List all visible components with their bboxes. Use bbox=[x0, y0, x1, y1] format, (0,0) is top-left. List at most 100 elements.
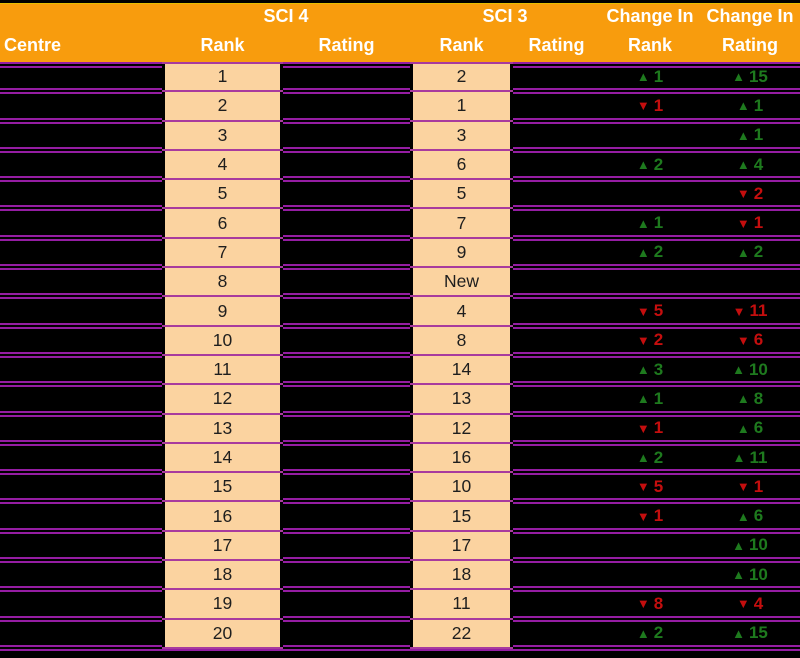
centre-cell bbox=[0, 238, 162, 267]
table-row: 8 New bbox=[0, 266, 800, 300]
up-triangle-icon: ▲ bbox=[736, 98, 750, 114]
sci4-rank-cell: 4 bbox=[162, 148, 283, 180]
up-triangle-icon: ▲ bbox=[732, 625, 745, 641]
sci4-rating-cell bbox=[283, 267, 410, 296]
sci3-rank-cell: 1 bbox=[410, 90, 513, 121]
sci4-rating-cell bbox=[283, 531, 410, 560]
change-value: 5 bbox=[653, 476, 664, 496]
change-in-rank-cell: ▼ 5 bbox=[600, 472, 700, 501]
change-value: 1 bbox=[653, 95, 664, 115]
change-value: 6 bbox=[753, 506, 764, 526]
change-value: 2 bbox=[653, 623, 664, 643]
change-value: 1 bbox=[753, 95, 764, 115]
change-in-rank-cell: ▼ 1 bbox=[600, 91, 700, 120]
sci3-rank-cell: 4 bbox=[410, 295, 513, 326]
change-value: 4 bbox=[753, 593, 764, 613]
sci4-rank-cell: 12 bbox=[162, 383, 283, 414]
centre-cell bbox=[0, 355, 162, 384]
change-in-rating-cell: ▲ 8 bbox=[700, 384, 800, 413]
change-value: 1 bbox=[753, 125, 764, 145]
sci4-rating-cell bbox=[283, 501, 410, 530]
change-value: 1 bbox=[653, 418, 664, 438]
change-value: 2 bbox=[653, 242, 664, 262]
down-triangle-icon: ▼ bbox=[636, 508, 650, 524]
down-triangle-icon: ▼ bbox=[636, 303, 650, 319]
sci4-rating-cell bbox=[283, 414, 410, 443]
table-row: 16 15 ▼ 1 ▲ 6 bbox=[0, 500, 800, 535]
centre-cell bbox=[0, 619, 162, 648]
down-triangle-icon: ▼ bbox=[636, 596, 650, 612]
centre-cell bbox=[0, 531, 162, 560]
up-triangle-icon: ▲ bbox=[732, 362, 745, 378]
sci3-rank-cell: 10 bbox=[410, 471, 513, 502]
table-row: 2 1 ▼ 1 ▲ 1 bbox=[0, 90, 800, 124]
change-in-rank-cell: ▼ 5 bbox=[600, 296, 700, 325]
sci4-rating-cell bbox=[283, 62, 410, 91]
change-in-rank-cell: ▲ 1 bbox=[600, 384, 700, 413]
change-value: 2 bbox=[653, 330, 664, 350]
table-row: 3 3 ▲ 1 bbox=[0, 119, 800, 154]
up-triangle-icon: ▲ bbox=[732, 537, 745, 553]
change-in-rank-cell: ▼ 8 bbox=[600, 589, 700, 618]
table-body: 1 2 ▲ 1 ▲ 15 2 1 ▼ 1 ▲ 1 3 3 ▲ 1 4 6 ▲ 2 ▲ 4 5 5 ▼ 2 6 7 ▲ 1 ▼ 1 7 9 ▲ 2 ▲ 2 8… bbox=[0, 62, 800, 652]
centre-cell bbox=[0, 179, 162, 208]
change-value: 11 bbox=[749, 301, 768, 321]
centre-cell bbox=[0, 326, 162, 355]
change-value: 8 bbox=[753, 388, 764, 408]
column-header-sci3-rating: Rating bbox=[528, 34, 585, 55]
up-triangle-icon: ▲ bbox=[736, 244, 750, 260]
up-triangle-icon: ▲ bbox=[736, 127, 750, 143]
change-in-rank-cell: ▼ 1 bbox=[600, 501, 700, 530]
sci3-rank-cell: 8 bbox=[410, 324, 513, 355]
up-triangle-icon: ▲ bbox=[736, 508, 750, 524]
change-in-rank-cell: ▲ 2 bbox=[600, 238, 700, 267]
sci3-rating-cell bbox=[513, 501, 600, 530]
change-value: 1 bbox=[653, 388, 664, 408]
sci3-rating-cell bbox=[513, 62, 600, 91]
table-row: 12 13 ▲ 1 ▲ 8 bbox=[0, 383, 800, 417]
sci4-rank-cell: 11 bbox=[162, 353, 283, 385]
sci3-rating-cell bbox=[513, 179, 600, 208]
sci3-rank-cell: 16 bbox=[410, 441, 513, 473]
centre-cell bbox=[0, 414, 162, 443]
sci3-rating-cell bbox=[513, 150, 600, 179]
sci3-rank-cell: 3 bbox=[410, 119, 513, 150]
up-triangle-icon: ▲ bbox=[636, 450, 650, 465]
change-in-rating-cell bbox=[700, 267, 800, 296]
sci3-rank-cell: 13 bbox=[410, 383, 513, 414]
change-in-rating-cell: ▲ 10 bbox=[700, 560, 800, 589]
sci3-rating-cell bbox=[513, 355, 600, 384]
change-value: 2 bbox=[653, 154, 664, 174]
sci3-rating-cell bbox=[513, 326, 600, 355]
change-value: 2 bbox=[753, 183, 764, 203]
sci3-rating-cell bbox=[513, 384, 600, 413]
down-triangle-icon: ▼ bbox=[636, 420, 650, 436]
centre-cell bbox=[0, 91, 162, 120]
sci4-rank-cell: 18 bbox=[162, 559, 283, 590]
change-value: 10 bbox=[748, 564, 768, 584]
down-triangle-icon: ▼ bbox=[736, 215, 750, 231]
sci3-rank-cell: 5 bbox=[410, 178, 513, 209]
centre-cell bbox=[0, 443, 162, 472]
sci3-rank-cell: 17 bbox=[410, 529, 513, 561]
sci4-rating-cell bbox=[283, 384, 410, 413]
sci3-rank-cell: 2 bbox=[410, 62, 513, 92]
sci4-rating-cell bbox=[283, 121, 410, 150]
sci4-rating-cell bbox=[283, 560, 410, 589]
sci3-rating-cell bbox=[513, 589, 600, 618]
column-header-sci3-rank: Rank bbox=[439, 34, 484, 55]
down-triangle-icon: ▼ bbox=[636, 332, 650, 348]
change-value: 1 bbox=[653, 66, 664, 86]
up-triangle-icon: ▲ bbox=[732, 567, 745, 583]
change-in-rank-cell bbox=[600, 121, 700, 150]
up-triangle-icon: ▲ bbox=[732, 69, 745, 85]
sci4-rating-cell bbox=[283, 208, 410, 237]
sci3-rating-cell bbox=[513, 91, 600, 120]
down-triangle-icon: ▼ bbox=[736, 332, 750, 348]
sci3-rating-cell bbox=[513, 208, 600, 237]
sci3-rank-cell: 7 bbox=[410, 207, 513, 238]
sci4-rank-cell: 8 bbox=[162, 266, 283, 297]
down-triangle-icon: ▼ bbox=[636, 479, 650, 495]
sci3-rating-cell bbox=[513, 443, 600, 472]
